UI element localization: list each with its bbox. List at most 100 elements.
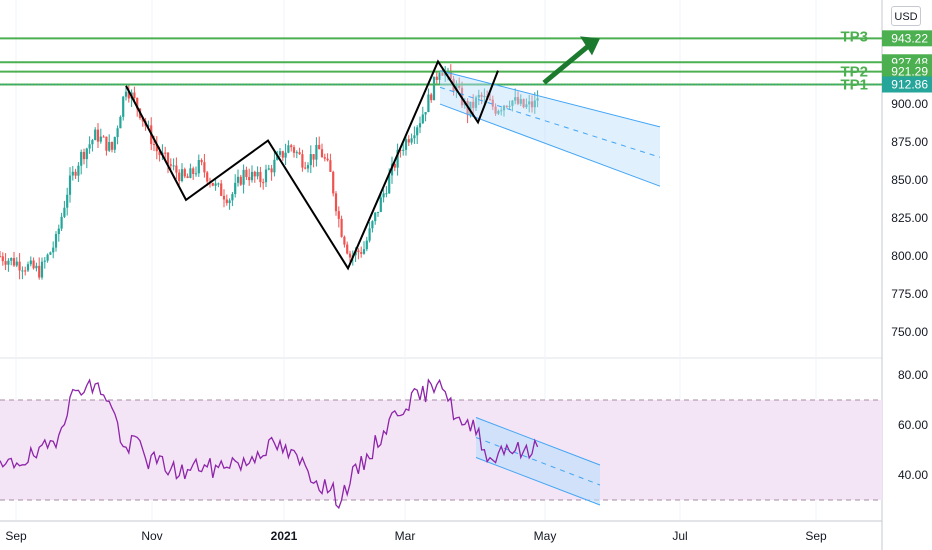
candle-body: [514, 97, 517, 101]
candle-body: [438, 73, 441, 80]
rsi-channel-mid: [475, 437, 601, 486]
candle-body: [40, 261, 44, 278]
candle-body: [77, 165, 80, 176]
candle-body: [63, 207, 66, 217]
axes-layer: 900.00 875.00 850.00 825.00 800.00 775.00 750.…: [5, 30, 932, 543]
candle-body: [326, 158, 329, 161]
tp-name-label: TP2: [840, 64, 868, 81]
candle-body: [1, 256, 4, 262]
tp-price-tag-label: 921.29: [891, 65, 928, 79]
price-channel-mid: [439, 86, 661, 158]
candle-body: [105, 136, 108, 151]
tp-price-tag: [882, 30, 932, 47]
time-tick-label: Sep: [805, 529, 827, 543]
rsi-tick-label: 40.00: [898, 468, 928, 482]
time-tick-label: Jul: [672, 529, 687, 543]
candle-body: [522, 99, 525, 108]
candle-body: [91, 140, 94, 145]
candle-body: [320, 149, 324, 158]
price-tick-label: 750.00: [891, 325, 928, 339]
rsi-band: [0, 400, 882, 500]
candle-body: [399, 149, 402, 151]
candle-body: [348, 253, 352, 258]
candle-body: [430, 94, 433, 101]
candle-body: [12, 258, 16, 266]
candle-body: [108, 141, 111, 151]
candle-body: [519, 99, 522, 104]
candle-body: [96, 129, 100, 142]
price-tick-label: 875.00: [891, 135, 928, 149]
candle-body: [413, 135, 416, 139]
candle-body: [508, 105, 511, 107]
candle-body: [164, 152, 167, 154]
candle-body: [312, 154, 315, 160]
candle-body: [133, 92, 136, 99]
candle-body: [80, 151, 83, 166]
candle-body: [29, 260, 32, 265]
candle-body: [301, 154, 304, 168]
candle-body: [113, 137, 116, 150]
candle-body: [416, 127, 419, 136]
candle-body: [365, 240, 368, 250]
candle-body: [15, 261, 18, 266]
candle-body: [166, 152, 170, 165]
candle-body: [152, 144, 156, 146]
candle-body: [315, 144, 318, 160]
candle-body: [0, 256, 2, 258]
candle-body: [516, 97, 520, 104]
candle-body: [94, 129, 97, 141]
candle-body: [250, 171, 254, 181]
candle-body: [178, 172, 181, 182]
candle-body: [253, 171, 256, 177]
candle-body: [530, 101, 534, 108]
candle-body: [242, 169, 245, 185]
candle-body: [119, 116, 122, 129]
candle-body: [74, 171, 77, 176]
candle-body: [169, 164, 172, 166]
candle-body: [469, 101, 472, 115]
candle-body: [264, 169, 268, 183]
candle-body: [116, 128, 119, 138]
candle-body: [483, 95, 486, 97]
candle-body: [211, 182, 214, 186]
candle-body: [371, 221, 374, 229]
candle-body: [287, 145, 290, 153]
time-tick-label: Sep: [5, 529, 27, 543]
candle-body: [441, 73, 444, 76]
candle-body: [21, 270, 24, 272]
candle-body: [432, 76, 436, 101]
candle-body: [239, 176, 242, 185]
time-tick-label: Mar: [395, 529, 416, 543]
candle-body: [217, 183, 220, 185]
candle-body: [124, 91, 128, 97]
price-tick-label: 850.00: [891, 173, 928, 187]
candle-body: [511, 100, 514, 106]
currency-label[interactable]: USD: [891, 6, 921, 26]
candle-body: [402, 149, 405, 151]
candle-body: [528, 101, 531, 105]
rsi-pane: [0, 378, 882, 510]
candle-body: [192, 168, 195, 174]
candle-body: [46, 254, 49, 261]
pattern-line: [125, 59, 499, 271]
candle-body: [340, 218, 343, 237]
candle-body: [525, 104, 528, 108]
candle-body: [404, 139, 408, 150]
candle-body: [71, 171, 74, 176]
candle-body: [309, 154, 312, 166]
candle-body: [332, 171, 335, 194]
candle-body: [505, 105, 508, 107]
tp-price-tag-label: 943.22: [891, 31, 928, 45]
candle-body: [236, 176, 240, 183]
rsi-channel-fill: [476, 417, 600, 505]
tp-price-tag-label: 912.86: [891, 77, 928, 91]
candle-body: [388, 175, 391, 194]
candle-body: [292, 147, 296, 153]
candle-body: [357, 250, 360, 253]
candle-body: [24, 270, 27, 272]
candle-body: [194, 173, 198, 175]
candle-body: [68, 175, 72, 195]
candle-body: [267, 168, 270, 170]
candle-body: [472, 101, 475, 108]
